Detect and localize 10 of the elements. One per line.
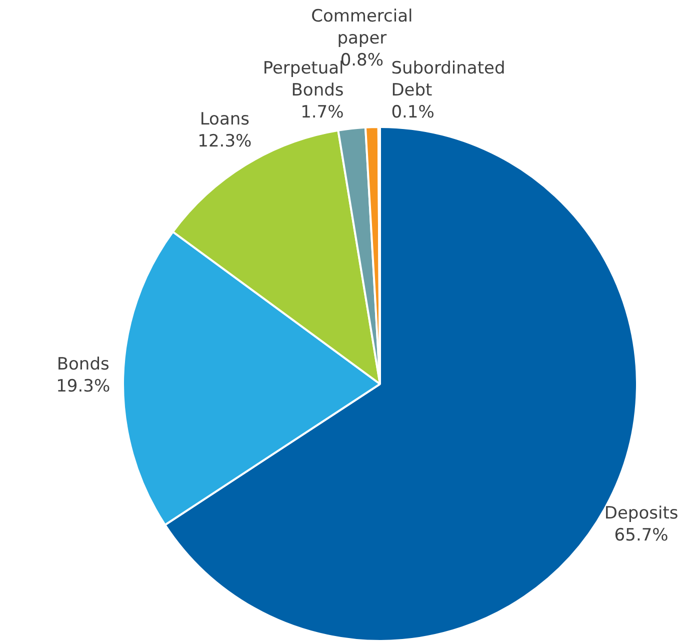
data-label: 19.3% — [56, 376, 110, 396]
slice-label: Loans — [200, 109, 250, 130]
data-label: 65.7% — [614, 526, 668, 546]
slice-label: Deposits — [604, 504, 678, 524]
data-label: 1.7% — [300, 102, 344, 122]
data-label: 12.3% — [198, 131, 252, 152]
data-label: 0.1% — [391, 102, 434, 122]
slice-label: Subordinated Debt — [391, 58, 506, 100]
slice-label: Commercial paper — [311, 6, 413, 48]
slice-label: Bonds — [56, 354, 110, 374]
